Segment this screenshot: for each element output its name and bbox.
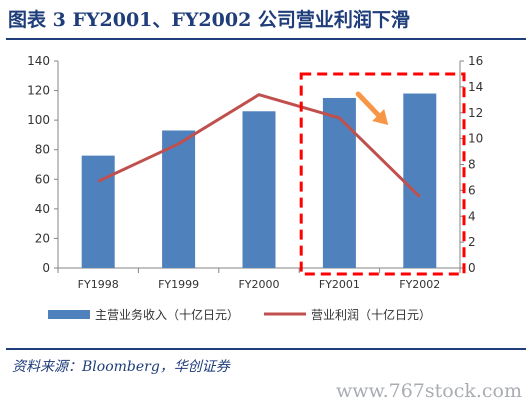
- x-tick-label: FY2000: [238, 278, 279, 291]
- right-tick-label: 2: [468, 235, 476, 249]
- right-tick-label: 4: [468, 209, 476, 223]
- title-rule: [6, 38, 526, 40]
- x-tick-label: FY2001: [319, 278, 360, 291]
- right-tick-label: 14: [468, 80, 483, 94]
- left-tick-label: 0: [42, 261, 50, 275]
- left-tick-label: 80: [35, 143, 50, 157]
- x-tick-label: FY1999: [158, 278, 199, 291]
- bar-revenue: [81, 155, 115, 268]
- watermark: www.767stock.com: [336, 380, 522, 402]
- highlight-box: [299, 72, 466, 276]
- combo-chart: 0 20 40 60 80 100 120 140 0 2 4 6 8 10 12 14 16 FY1998 FY1…: [27, 54, 483, 322]
- legend-label-profit: 营业利润（十亿日元）: [311, 307, 431, 322]
- bar-revenue: [322, 97, 356, 268]
- left-tick-label: 40: [35, 202, 50, 216]
- legend: 主营业务收入（十亿日元） 营业利润（十亿日元）: [48, 307, 431, 322]
- left-tick-label: 60: [35, 172, 50, 186]
- figure-title: 图表 3 FY2001、FY2002 公司营业利润下滑: [8, 9, 410, 31]
- highlight-arrow: [355, 91, 383, 120]
- line-operating-profit: [97, 93, 421, 198]
- plot-area: 0 20 40 60 80 100 120 140 0 2 4 6 8 10 12 14 16 FY1998 FY1…: [27, 54, 483, 291]
- bar-revenue: [403, 93, 437, 269]
- right-tick-label: 16: [468, 54, 483, 68]
- right-tick-label: 10: [468, 132, 483, 146]
- left-tick-label: 100: [27, 113, 50, 127]
- left-tick-label: 140: [27, 54, 50, 68]
- left-tick-label: 120: [27, 84, 50, 98]
- source-note: 资料来源：Bloomberg，华创证券: [12, 359, 230, 375]
- legend-label-revenue: 主营业务收入（十亿日元）: [95, 307, 239, 322]
- right-tick-label: 6: [468, 183, 476, 197]
- right-tick-label: 8: [468, 158, 476, 172]
- x-tick-label: FY1998: [78, 278, 119, 291]
- bar-revenue: [162, 130, 196, 268]
- legend-swatch-revenue: [48, 310, 90, 319]
- highlight-arrow-head: [372, 109, 389, 125]
- right-tick-label: 0: [468, 261, 476, 275]
- source-rule: [6, 348, 526, 350]
- x-tick-label: FY2002: [399, 278, 440, 291]
- left-tick-label: 20: [35, 231, 50, 245]
- bar-revenue: [242, 111, 276, 269]
- right-tick-label: 12: [468, 106, 483, 120]
